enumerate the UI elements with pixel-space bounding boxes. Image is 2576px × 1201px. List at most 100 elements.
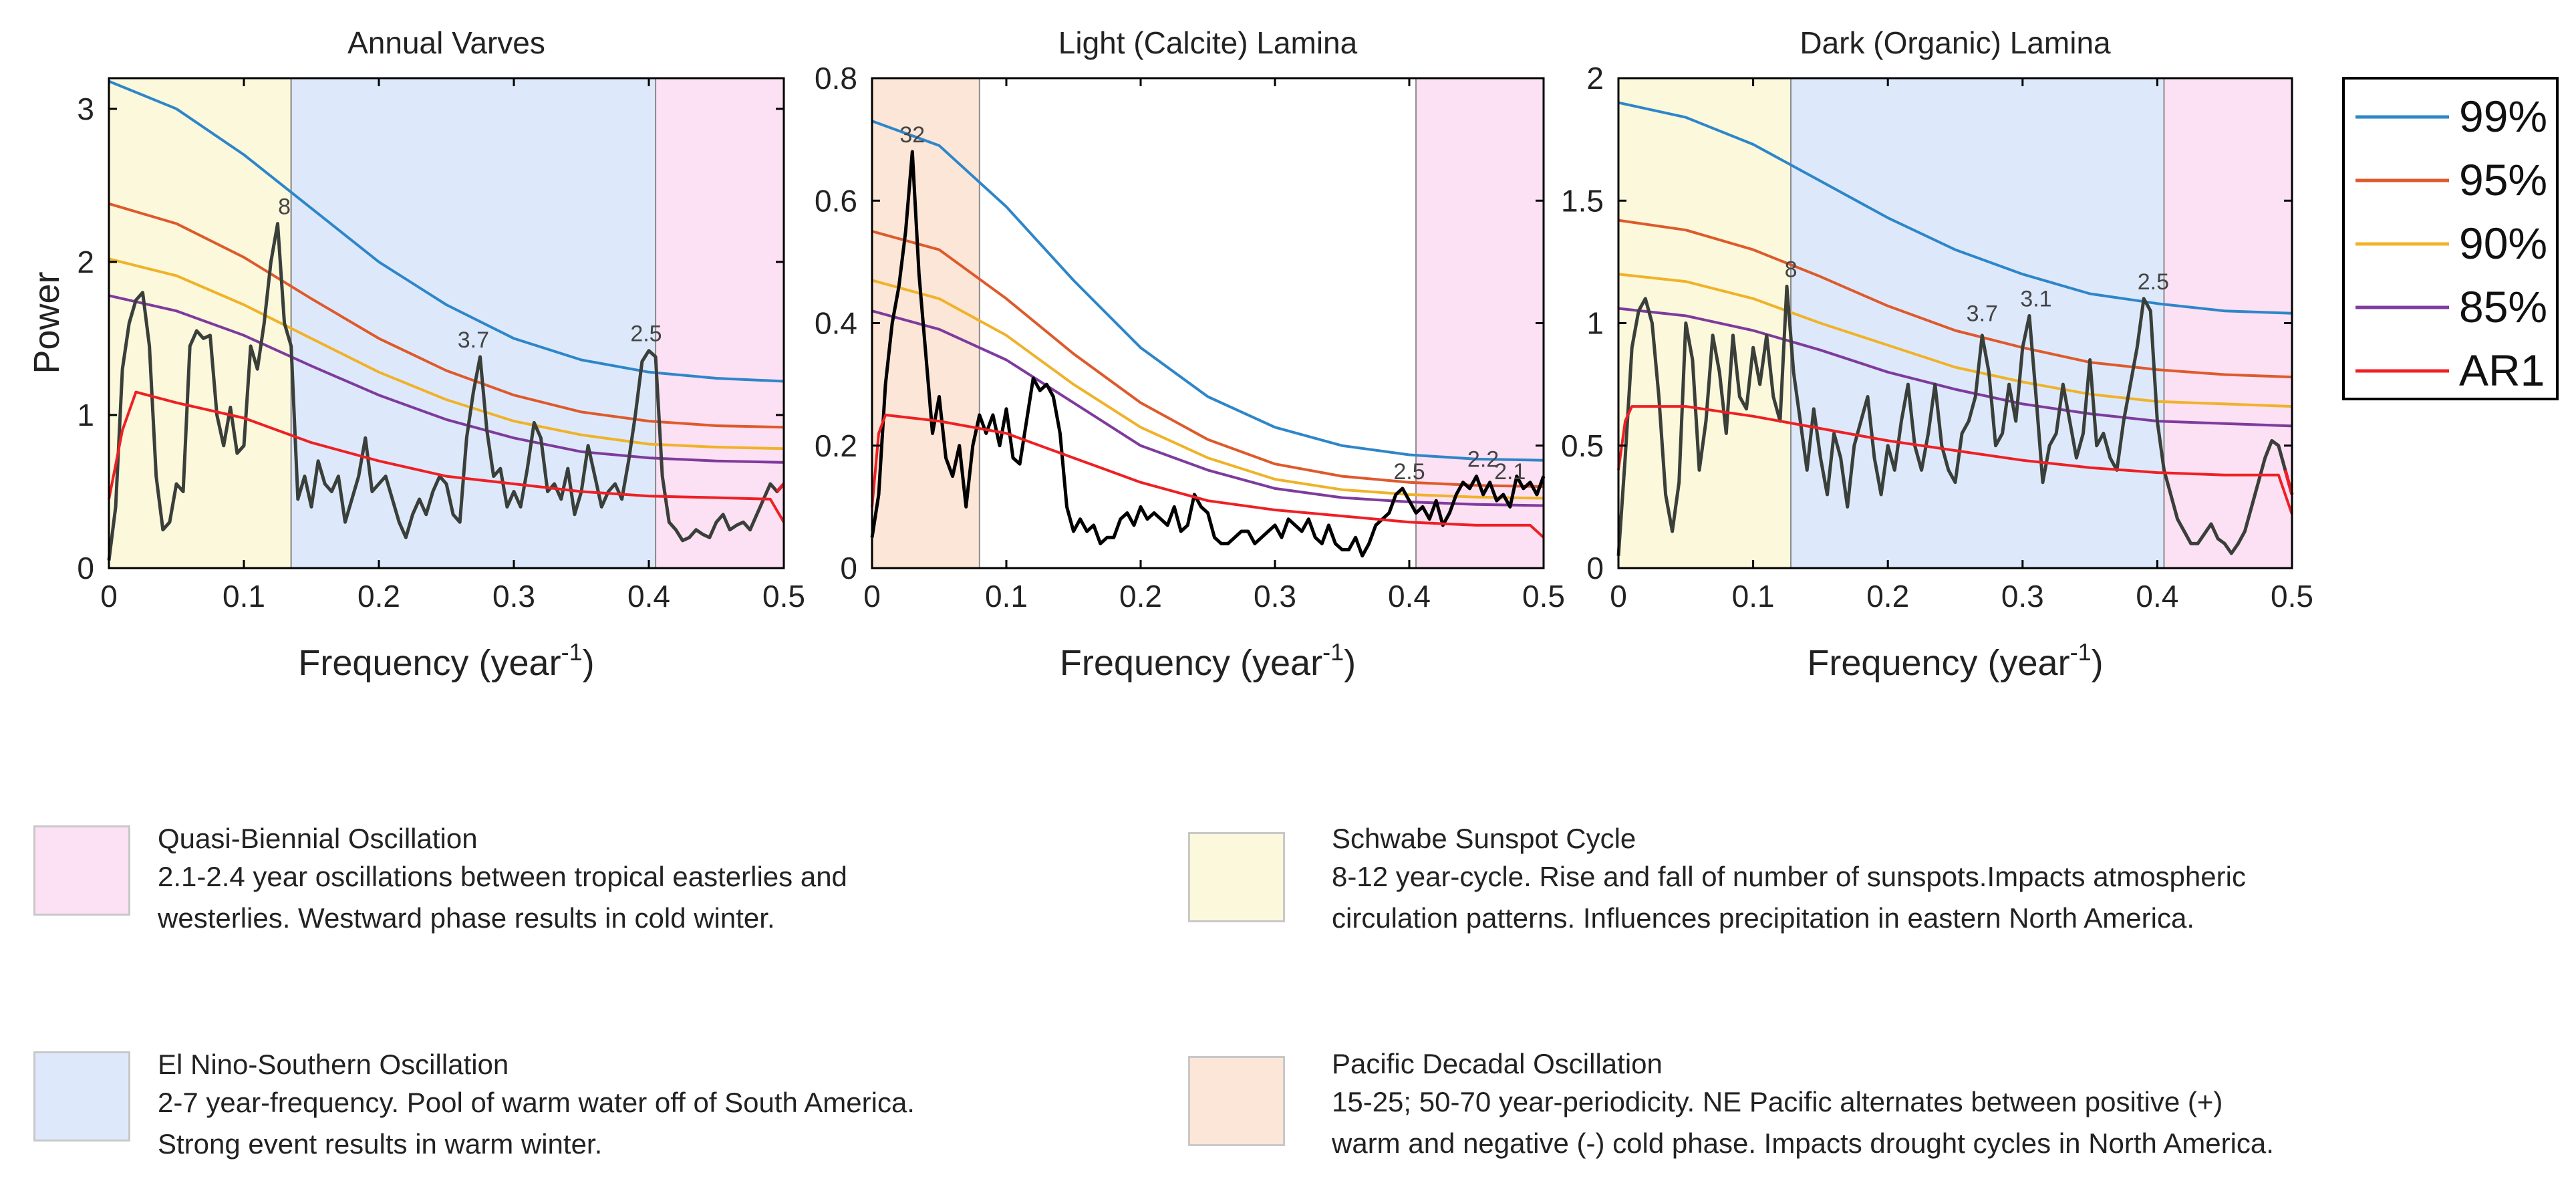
- y-tick-label: 1: [1586, 306, 1604, 341]
- x-tick-label: 0.4: [2136, 579, 2178, 614]
- power-spectrum-line: [1616, 285, 2294, 556]
- x-tick-label: 0.2: [357, 579, 400, 614]
- power-spectrum-line: [870, 150, 1546, 558]
- chart-panel-2: 0 0.1 0.2 0.3 0.4 0.5 0 0.2 0.4 0.6 0.8 Light (Calc…: [815, 25, 1565, 683]
- sunspot-title: Schwabe Sunspot Cycle: [1332, 823, 1636, 854]
- peak-label: 3.7: [458, 327, 489, 353]
- confidence-90-line: [1618, 273, 2293, 408]
- x-tick-label: 0.3: [2001, 579, 2044, 614]
- legend-label: 95%: [2459, 155, 2547, 205]
- y-tick-label: 0.6: [815, 183, 857, 218]
- y-tick-label: 0.4: [815, 306, 857, 341]
- y-tick-label: 0: [1586, 551, 1604, 585]
- band-qbo: [2164, 78, 2292, 568]
- legend-label: 99%: [2459, 92, 2547, 141]
- y-tick-label: 1: [77, 398, 94, 432]
- legend-label: 90%: [2459, 219, 2547, 268]
- series-legend-frame: [2342, 77, 2559, 400]
- legend-label: AR1: [2459, 346, 2545, 395]
- power-spectrum-line: [107, 222, 785, 561]
- peak-label: 8: [278, 194, 291, 220]
- x-tick-label: 0.3: [1254, 579, 1296, 614]
- confidence-90-line: [108, 257, 784, 450]
- peak-label: 3.7: [1967, 301, 1998, 326]
- confidence-95-line: [871, 230, 1544, 489]
- confidence-90-line: [871, 279, 1544, 500]
- peak-label: 2.5: [1393, 459, 1425, 485]
- confidence-85-line: [108, 294, 784, 464]
- band-sunspot: [109, 78, 291, 568]
- peak-label: 8: [1785, 257, 1798, 283]
- x-tick-label: 0.1: [1732, 579, 1775, 614]
- ar1-line: [108, 390, 785, 523]
- pdo-title: Pacific Decadal Oscillation: [1332, 1048, 1663, 1079]
- band-pdo: [872, 78, 980, 568]
- y-tick-label: 0.8: [815, 61, 857, 96]
- axes-frame: [108, 77, 785, 569]
- x-tick-label: 0.1: [985, 579, 1028, 614]
- x-tick-label: 0: [100, 579, 118, 614]
- pdo-description: 15-25; 50-70 year-periodicity. NE Pacifi…: [1332, 1086, 2274, 1159]
- confidence-85-line: [871, 309, 1544, 507]
- y-tick-label: 0: [840, 551, 857, 585]
- peak-label: 2.5: [630, 321, 662, 347]
- confidence-99-line: [1618, 101, 2293, 315]
- x-tick-label: 0.5: [762, 579, 805, 614]
- confidence-85-line: [1618, 307, 2293, 428]
- x-tick-label: 0.3: [492, 579, 535, 614]
- chart-title: Dark (Organic) Lamina: [1800, 25, 2111, 60]
- y-tick-label: 0.2: [815, 428, 857, 463]
- series-legend: 99% 95% 90% 85% AR1: [2342, 77, 2559, 400]
- sunspot-description: 8-12 year-cycle. Rise and fall of number…: [1332, 861, 2246, 934]
- chart-title: Annual Varves: [347, 25, 545, 60]
- ar1-line: [871, 413, 1545, 539]
- confidence-95-line: [108, 202, 784, 429]
- y-tick-label: 1.5: [1561, 183, 1604, 218]
- band-enso: [1791, 78, 2164, 568]
- x-tick-label: 0.4: [1388, 579, 1431, 614]
- qbo-swatch: [33, 825, 130, 916]
- x-axis-label: Frequency (year-1): [1060, 638, 1356, 683]
- power-spectrum-end: [2283, 469, 2294, 495]
- x-tick-label: 0: [1610, 579, 1627, 614]
- sunspot-swatch: [1188, 832, 1285, 922]
- enso-description: 2-7 year-frequency. Pool of warm water o…: [158, 1087, 915, 1160]
- chart-title: Light (Calcite) Lamina: [1058, 25, 1358, 60]
- y-tick-label: 2: [1586, 61, 1604, 96]
- x-tick-label: 0.4: [627, 579, 670, 614]
- y-axis-label: Power: [27, 271, 67, 374]
- peak-label: 2.2: [1467, 447, 1499, 473]
- enso-swatch: [33, 1051, 130, 1142]
- x-tick-label: 0.5: [2271, 579, 2313, 614]
- y-tick-label: 3: [77, 92, 94, 126]
- pdo-swatch: [1188, 1056, 1285, 1146]
- x-tick-label: 0.2: [1866, 579, 1909, 614]
- band-sunspot: [1618, 78, 1792, 568]
- power-spectrum-end: [1535, 475, 1546, 495]
- confidence-99-line: [871, 120, 1544, 462]
- peak-label: 2.5: [2138, 269, 2169, 295]
- x-tick-label: 0: [863, 579, 881, 614]
- qbo-description: 2.1-2.4 year oscillations between tropic…: [158, 861, 847, 934]
- qbo-title: Quasi-Biennial Oscillation: [158, 823, 478, 854]
- band-enso: [291, 78, 656, 568]
- confidence-95-line: [1618, 219, 2293, 379]
- y-tick-label: 0.5: [1561, 428, 1604, 463]
- confidence-99-line: [108, 80, 784, 383]
- peak-label: 32: [899, 122, 925, 148]
- peak-label: 2.1: [1494, 459, 1526, 485]
- x-axis-label: Frequency (year-1): [1807, 638, 2103, 683]
- x-tick-label: 0.2: [1119, 579, 1162, 614]
- legend-label: 85%: [2459, 282, 2547, 331]
- x-axis-label: Frequency (year-1): [298, 638, 594, 683]
- y-tick-label: 0: [77, 551, 94, 585]
- peak-label: 3.1: [2020, 287, 2051, 312]
- x-tick-label: 0.1: [223, 579, 265, 614]
- x-tick-label: 0.5: [1522, 579, 1565, 614]
- chart-panel-1: 0 0.1 0.2 0.3 0.4 0.5 0 1 2 3 Annual Varves Frequen…: [77, 25, 805, 683]
- chart-panel-3: 0 0.1 0.2 0.3 0.4 0.5 0 0.5 1 1.5 2 Dark (Organic) …: [1561, 25, 2313, 683]
- enso-title: El Nino-Southern Oscillation: [158, 1049, 509, 1080]
- y-tick-label: 2: [77, 245, 94, 279]
- power-spectrum-end: [776, 483, 785, 493]
